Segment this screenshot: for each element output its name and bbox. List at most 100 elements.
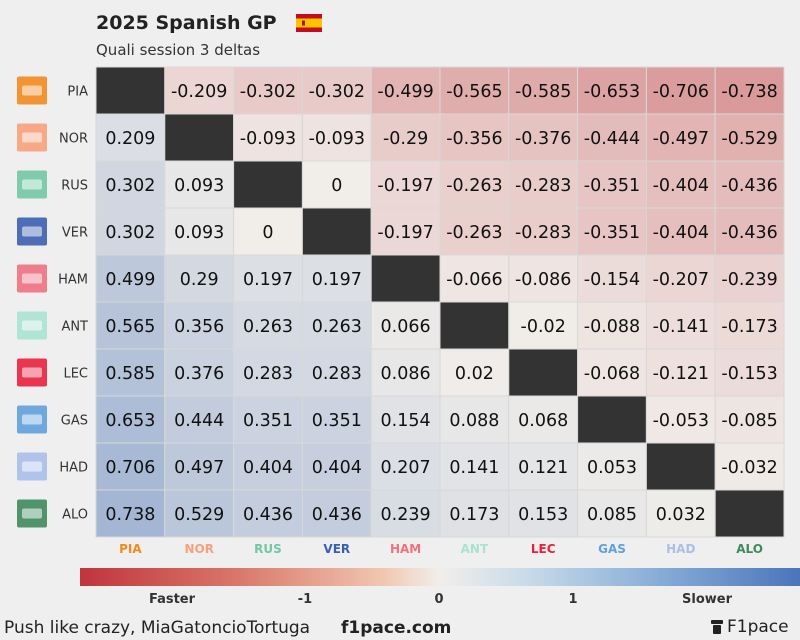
heatmap-cell-PIA-NOR xyxy=(164,66,235,115)
column-label-rus: RUS xyxy=(254,542,282,556)
heatmap-cell-label: -0.436 xyxy=(721,176,777,196)
heatmap-cell-label: 0.197 xyxy=(312,270,362,290)
heatmap-cell-label: 0.088 xyxy=(449,411,499,431)
heatmap-cell-PIA-PIA xyxy=(95,66,166,115)
heatmap-cell-label: -0.173 xyxy=(721,317,777,337)
heatmap-cell-VER-VER xyxy=(301,207,372,256)
heatmap-cell-label: 0.085 xyxy=(587,505,637,525)
heatmap-cell-HAM-NOR xyxy=(164,254,235,303)
heatmap-cell-VER-PIA xyxy=(95,207,166,256)
heatmap-cell-ANT-GAS xyxy=(577,301,647,350)
heatmap-cell-label: 0.706 xyxy=(105,458,155,478)
colorbar-label-minus-one: -1 xyxy=(297,592,313,607)
heatmap-cell-label: 0.02 xyxy=(455,364,494,384)
heatmap-cell-label: 0.121 xyxy=(518,458,568,478)
f1pace-logo-icon xyxy=(711,620,723,634)
heatmap-cell-HAM-RUS xyxy=(233,254,303,303)
heatmap-cell-label: -0.376 xyxy=(515,129,571,149)
heatmap-cell-HAD-LEC xyxy=(508,442,579,491)
heatmap-cell-GAS-PIA xyxy=(95,395,166,444)
heatmap-cell-HAD-PIA xyxy=(95,442,166,491)
heatmap-cell-label: 0.032 xyxy=(656,505,706,525)
footer-brand: F1pace xyxy=(727,617,789,637)
heatmap-cell-GAS-GAS xyxy=(577,395,647,444)
heatmap-cell-label: -0.351 xyxy=(584,223,640,243)
heatmap-cell-GAS-VER xyxy=(301,395,372,444)
chart-title: 2025 Spanish GP xyxy=(96,12,277,34)
chart-subtitle: Quali session 3 deltas xyxy=(96,41,261,59)
heatmap-cell-RUS-HAD xyxy=(645,160,716,209)
heatmap-cell-RUS-GAS xyxy=(577,160,647,209)
heatmap-cell-label: -0.02 xyxy=(521,317,566,337)
heatmap-cell-label: -0.356 xyxy=(446,129,502,149)
heatmap-cell-HAM-ALO xyxy=(714,254,785,303)
heatmap-cell-label: 0.585 xyxy=(105,364,155,384)
heatmap-cell-label: 0.436 xyxy=(243,505,293,525)
heatmap-cell-GAS-NOR xyxy=(164,395,235,444)
heatmap-cell-label: -0.141 xyxy=(653,317,709,337)
heatmap-cell-HAD-VER xyxy=(301,442,372,491)
color-scale-bar xyxy=(80,568,800,586)
heatmap-cell-label: -0.088 xyxy=(584,317,640,337)
heatmap-cell-label: 0 xyxy=(262,223,273,243)
heatmap-cell-label: -0.154 xyxy=(584,270,640,290)
heatmap-cell-label: 0.068 xyxy=(518,411,568,431)
heatmap-cell-GAS-ALO xyxy=(714,395,785,444)
heatmap-cell-label: 0.173 xyxy=(449,505,499,525)
column-label-alo: ALO xyxy=(736,542,763,556)
team-logo-icon xyxy=(17,264,47,293)
heatmap-cell-ALO-ALO xyxy=(714,489,785,538)
heatmap-cell-label: 0.154 xyxy=(381,411,431,431)
column-label-had: HAD xyxy=(666,542,695,556)
team-logo-icon xyxy=(17,76,47,105)
heatmap-cell-ALO-VER xyxy=(301,489,372,538)
heatmap-cell-LEC-NOR xyxy=(164,348,235,397)
heatmap-cell-label: 0.565 xyxy=(105,317,155,337)
heatmap-cell-label: -0.706 xyxy=(653,82,709,102)
heatmap-cell-label: 0 xyxy=(331,176,342,196)
delta-heatmap: -0.209 -0.302 -0.302 -0.499 -0.565 -0.585 -0.6… xyxy=(17,66,785,556)
row-label-alo: ALO xyxy=(62,508,88,523)
heatmap-cell-label: 0.141 xyxy=(449,458,499,478)
heatmap-cell-label: 0.499 xyxy=(105,270,155,290)
heatmap-cell-label: -0.497 xyxy=(653,129,709,149)
heatmap-cell-ALO-NOR xyxy=(164,489,235,538)
heatmap-cell-label: 0.093 xyxy=(174,176,224,196)
heatmap-cell-RUS-PIA xyxy=(95,160,166,209)
heatmap-cell-HAD-GAS xyxy=(577,442,647,491)
colorbar-label-slower: Slower xyxy=(682,592,732,607)
heatmap-cell-label: -0.093 xyxy=(240,129,296,149)
heatmap-cell-label: -0.404 xyxy=(653,223,709,243)
heatmap-cell-label: -0.444 xyxy=(584,129,640,149)
heatmap-cell-ALO-RUS xyxy=(233,489,303,538)
heatmap-cell-label: -0.529 xyxy=(721,129,777,149)
heatmap-cell-label: 0.283 xyxy=(243,364,293,384)
heatmap-cell-label: -0.263 xyxy=(446,176,502,196)
column-label-gas: GAS xyxy=(598,542,626,556)
heatmap-cell-HAM-GAS xyxy=(577,254,647,303)
heatmap-cell-label: 0.436 xyxy=(312,505,362,525)
heatmap-cell-RUS-VER xyxy=(301,160,372,209)
heatmap-cell-label: 0.497 xyxy=(174,458,224,478)
team-logo-icon xyxy=(17,217,47,246)
heatmap-cell-label: -0.653 xyxy=(584,82,640,102)
heatmap-cell-label: 0.351 xyxy=(243,411,293,431)
heatmap-cell-label: 0.066 xyxy=(381,317,431,337)
heatmap-cell-GAS-RUS xyxy=(233,395,303,444)
team-logo-icon xyxy=(17,405,47,434)
heatmap-cell-label: -0.565 xyxy=(446,82,502,102)
heatmap-cell-label: -0.263 xyxy=(446,223,502,243)
row-label-ver: VER xyxy=(62,226,88,241)
heatmap-cell-label: -0.197 xyxy=(377,176,433,196)
heatmap-cell-HAM-HAM xyxy=(370,254,441,303)
heatmap-cell-ANT-HAM xyxy=(370,301,441,350)
heatmap-cell-label: 0.404 xyxy=(312,458,362,478)
heatmap-cell-LEC-RUS xyxy=(233,348,303,397)
heatmap-cell-label: -0.499 xyxy=(377,82,433,102)
heatmap-cell-label: -0.302 xyxy=(309,82,365,102)
heatmap-cell-HAD-ALO xyxy=(714,442,785,491)
column-label-ham: HAM xyxy=(390,542,421,556)
heatmap-cell-VER-GAS xyxy=(577,207,647,256)
team-logo-icon xyxy=(17,358,47,387)
heatmap-cell-RUS-HAM xyxy=(370,160,441,209)
